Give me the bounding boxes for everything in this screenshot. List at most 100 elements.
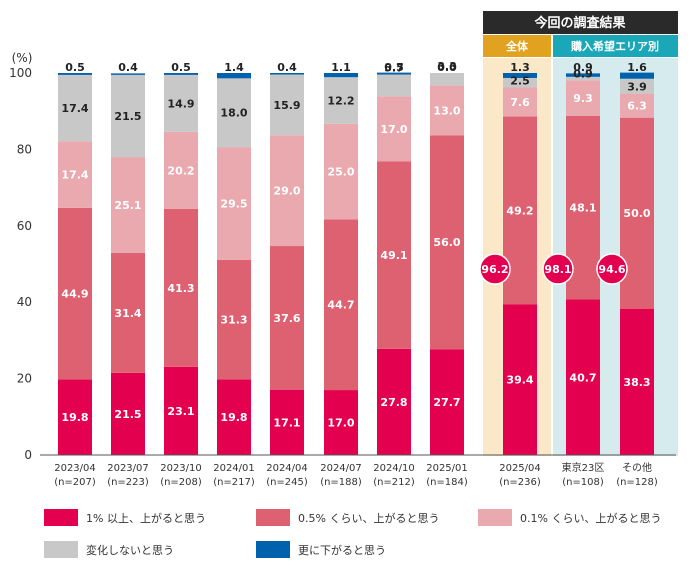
value-label: 44.7 bbox=[327, 299, 354, 312]
category-label: 2025/04 bbox=[499, 463, 541, 474]
top-labels: 0.5 0.4 0.5 1.4 0.4 1.1 0.5 0.0 1.3 0.9 1.6 bbox=[65, 61, 647, 74]
legend-swatch bbox=[256, 541, 290, 558]
bar-segment bbox=[111, 74, 145, 158]
bar-segment bbox=[164, 73, 198, 75]
value-label: 3.9 bbox=[627, 81, 647, 94]
y-tick-label: 20 bbox=[17, 372, 32, 386]
value-label: 37.6 bbox=[273, 312, 300, 325]
legend-swatch bbox=[256, 509, 290, 526]
value-label: 21.5 bbox=[114, 110, 141, 123]
category-count: (n=236) bbox=[499, 477, 541, 488]
y-tick-label: 0 bbox=[24, 448, 32, 462]
value-label: 5.7 bbox=[384, 62, 404, 75]
value-label: 27.8 bbox=[380, 396, 407, 409]
category-label: 2024/07 bbox=[320, 463, 362, 474]
value-label: 50.0 bbox=[623, 207, 650, 220]
top-label: 1.4 bbox=[224, 61, 244, 74]
bar-segment bbox=[58, 207, 92, 380]
legend-label: 1% 以上、上がると思う bbox=[86, 511, 206, 525]
category-count: (n=223) bbox=[107, 477, 149, 488]
bar-segment bbox=[111, 157, 145, 253]
total-badge-label: 94.6 bbox=[598, 263, 625, 276]
value-label: 39.4 bbox=[506, 374, 533, 387]
legend-swatch bbox=[44, 541, 78, 558]
bar-segment bbox=[377, 72, 411, 75]
bar-segment bbox=[503, 77, 537, 88]
value-label: 0.9 bbox=[573, 67, 593, 80]
legend-label: 0.5% くらい、上がると思う bbox=[298, 511, 439, 525]
category-label: 2023/04 bbox=[54, 463, 96, 474]
value-label: 41.3 bbox=[167, 282, 194, 295]
value-label: 44.9 bbox=[61, 288, 88, 301]
value-label: 14.9 bbox=[167, 97, 194, 110]
category-label: 2024/10 bbox=[373, 463, 415, 474]
value-label: 17.0 bbox=[327, 417, 354, 430]
category-count: (n=188) bbox=[320, 477, 362, 488]
value-label: 29.0 bbox=[273, 185, 300, 198]
y-tick-label: 40 bbox=[17, 295, 32, 309]
total-badge bbox=[479, 253, 511, 285]
category-label: 2024/04 bbox=[266, 463, 308, 474]
category-label: 東京23区 bbox=[562, 461, 605, 474]
legend-swatch bbox=[44, 509, 78, 526]
category-label: 2023/07 bbox=[107, 463, 149, 474]
bar-segment bbox=[111, 252, 145, 373]
y-axis: (%) 0 20 40 60 80 100 bbox=[9, 51, 676, 462]
y-tick-label: 60 bbox=[17, 219, 32, 233]
value-label: 19.8 bbox=[61, 411, 88, 424]
bar-segment bbox=[430, 85, 464, 136]
legend-label: 0.1% くらい、上がると思う bbox=[520, 511, 661, 525]
top-label: 0.0 bbox=[437, 61, 457, 74]
bar-segment bbox=[503, 87, 537, 117]
bar-segment bbox=[620, 72, 654, 79]
top-label: 1.1 bbox=[331, 61, 351, 74]
value-label: 17.4 bbox=[61, 169, 88, 182]
bar-segment bbox=[324, 123, 358, 220]
bar-segment bbox=[164, 74, 198, 132]
total-badge-label: 96.2 bbox=[481, 263, 508, 276]
value-label: 40.7 bbox=[569, 371, 596, 384]
total-badge-label: 98.1 bbox=[544, 263, 571, 276]
category-count: (n=212) bbox=[373, 477, 415, 488]
top-label: 0.5 bbox=[65, 61, 85, 74]
bar-segment bbox=[620, 117, 654, 309]
value-label: 18.0 bbox=[220, 107, 247, 120]
value-label: 17.1 bbox=[273, 416, 300, 429]
top-label: 0.5 bbox=[171, 61, 191, 74]
x-axis-categories: 2023/04 (n=207) 2023/07 (n=223) 2023/10 (n=20… bbox=[54, 461, 658, 488]
bar-segment bbox=[111, 372, 145, 455]
value-label: 23.1 bbox=[167, 405, 194, 418]
bar-segment bbox=[217, 379, 251, 455]
legend-swatch bbox=[478, 509, 512, 526]
header-area-box bbox=[553, 35, 678, 57]
category-count: (n=245) bbox=[266, 477, 308, 488]
bar-segment bbox=[503, 304, 537, 455]
total-badge bbox=[596, 253, 628, 285]
y-unit-label: (%) bbox=[12, 51, 33, 65]
value-label: 48.1 bbox=[569, 202, 596, 215]
bar-segment bbox=[217, 147, 251, 260]
value-label: 17.0 bbox=[380, 123, 407, 136]
bar-segment bbox=[620, 93, 654, 118]
bar-segment bbox=[430, 349, 464, 455]
bar-segment bbox=[58, 73, 92, 75]
top-label: 1.6 bbox=[627, 61, 647, 74]
value-label: 29.5 bbox=[220, 197, 247, 210]
bar-segment bbox=[270, 73, 304, 75]
value-label: 21.5 bbox=[114, 408, 141, 421]
header-overall-box bbox=[483, 35, 551, 57]
category-count: (n=128) bbox=[616, 477, 658, 488]
category-count: (n=184) bbox=[426, 477, 468, 488]
bar-segment bbox=[58, 141, 92, 208]
legend-label: 更に下がると思う bbox=[298, 543, 386, 557]
value-label: 13.0 bbox=[433, 104, 460, 117]
bar-segment bbox=[430, 135, 464, 350]
bar-segment bbox=[270, 389, 304, 455]
bar-segment bbox=[324, 73, 358, 78]
total-badge bbox=[542, 253, 574, 285]
category-count: (n=208) bbox=[160, 477, 202, 488]
category-label: その他 bbox=[622, 461, 652, 474]
bar-segment bbox=[566, 80, 600, 116]
bar-segment bbox=[217, 259, 251, 380]
